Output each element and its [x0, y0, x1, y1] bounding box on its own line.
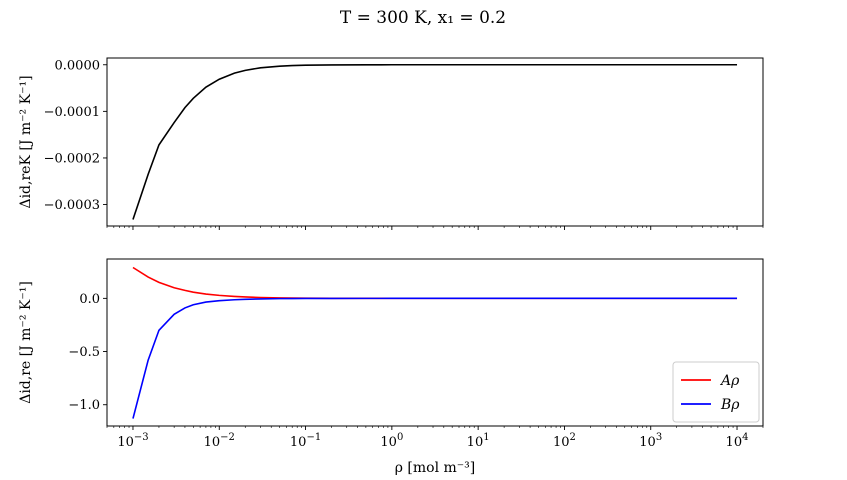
legend-box — [672, 361, 760, 423]
y-axis-label: Δid,re [J m⁻² K⁻¹] — [18, 281, 34, 404]
figure-suptitle: T = 300 K, x₁ = 0.2 — [340, 8, 506, 28]
top-axes: 0.0000 −0.0001 −0.0002 −0.0003 Δid,reK [J m⁻… — [18, 57, 764, 230]
x-tick-label: 10−3 — [117, 432, 148, 450]
series-line-0 — [132, 63, 738, 220]
y-axis-label: Δid,reK [J m⁻² K⁻¹] — [18, 75, 34, 208]
x-tick-label: 102 — [553, 432, 576, 450]
series-line-named-0 — [132, 266, 738, 300]
x-tick-label: 104 — [726, 432, 749, 450]
y-tick-label: −1.0 — [68, 398, 100, 413]
y-tick-label: −0.5 — [68, 345, 100, 360]
x-axis-label: ρ [mol m⁻³] — [395, 460, 476, 476]
axes-frame-0 — [106, 57, 764, 227]
y-tick-label: 0.0000 — [55, 58, 101, 73]
y-tick-label: 0.0 — [79, 292, 100, 307]
y-tick-label: −0.0002 — [44, 151, 100, 166]
y-tick-label: −0.0003 — [44, 198, 100, 213]
legend-label: Bρ — [720, 397, 740, 413]
legend: Aρ Bρ — [672, 361, 760, 423]
legend-label: Aρ — [719, 373, 740, 389]
y-tick-label: −0.0001 — [44, 105, 100, 120]
x-tick-label: 10−1 — [290, 432, 321, 450]
axes-frame-1 — [106, 258, 764, 427]
bottom-axes: 10−3 10−2 10−1 100 101 102 103 104 0.0 −0.5 −1.0 Δi… — [18, 258, 764, 476]
x-tick-label: 103 — [639, 432, 662, 450]
x-tick-label: 100 — [380, 432, 403, 450]
series-line-named-1 — [132, 297, 738, 419]
x-tick-label: 10−2 — [204, 432, 235, 450]
x-tick-label: 101 — [467, 432, 490, 450]
